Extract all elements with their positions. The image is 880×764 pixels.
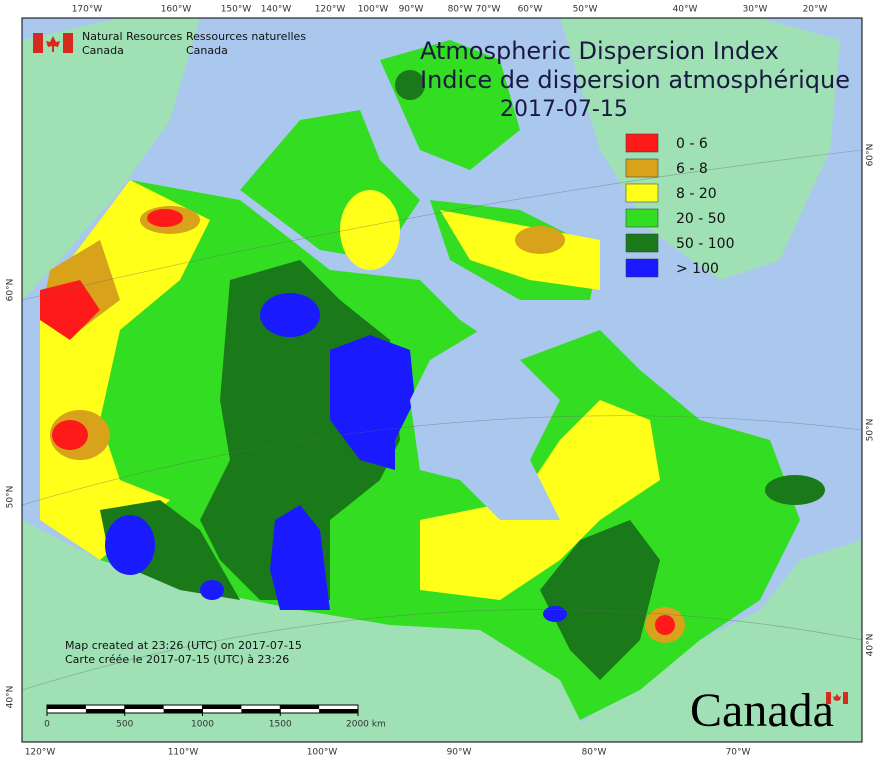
zone <box>340 190 400 270</box>
lon-label: 50°W <box>573 5 598 15</box>
scale-label: 1000 <box>191 720 214 730</box>
credit: Map created at 23:26 (UTC) on 2017-07-15 <box>65 639 302 652</box>
lon-label: 140°W <box>261 5 292 15</box>
scale-label: 500 <box>116 720 133 730</box>
zone <box>147 209 183 227</box>
scale-segment <box>163 709 203 713</box>
legend-label: > 100 <box>676 261 719 277</box>
lon-label: 120°W <box>315 5 346 15</box>
lon-label: 110°W <box>168 748 199 758</box>
zone <box>40 280 100 340</box>
scale-segment <box>124 705 164 709</box>
agency-text: Canada <box>186 44 228 57</box>
lon-label: 60°W <box>518 5 543 15</box>
scale-segment <box>47 705 86 709</box>
lon-label: 90°W <box>399 5 424 15</box>
zone <box>260 293 320 337</box>
wordmark: Canada <box>690 684 834 737</box>
zone <box>270 505 330 610</box>
zone <box>105 515 155 575</box>
lat-label: 60°N <box>866 144 876 167</box>
lon-label: 100°W <box>358 5 389 15</box>
zone <box>395 70 425 100</box>
wordmark-flag <box>826 692 848 704</box>
lon-label: 100°W <box>307 748 338 758</box>
agency-text: Canada <box>82 44 124 57</box>
lat-label: 40°N <box>6 686 16 709</box>
legend-label: 20 - 50 <box>676 211 726 227</box>
lon-label: 150°W <box>221 5 252 15</box>
agency-text: Natural Resources <box>82 30 183 43</box>
lat-label: 50°N <box>6 486 16 509</box>
scale-label: 0 <box>44 720 50 730</box>
date: 2017-07-15 <box>500 97 628 122</box>
zone <box>543 606 567 622</box>
zone <box>515 226 565 254</box>
lat-label: 40°N <box>866 634 876 657</box>
scale-segment <box>319 709 358 713</box>
legend-swatch <box>625 208 659 228</box>
lon-label: 90°W <box>447 748 472 758</box>
legend-label: 6 - 8 <box>676 161 708 177</box>
lon-label: 20°W <box>803 5 828 15</box>
credit: Carte créée le 2017-07-15 (UTC) à 23:26 <box>65 653 289 666</box>
title: Atmospheric Dispersion Index <box>420 37 779 65</box>
hudson-bay <box>410 330 560 520</box>
legend-swatch <box>625 183 659 203</box>
lat-label: 60°N <box>6 279 16 302</box>
land <box>22 18 200 300</box>
zone <box>440 210 600 290</box>
lon-label: 80°W <box>582 748 607 758</box>
lon-label: 170°W <box>72 5 103 15</box>
scale-segment <box>202 705 242 709</box>
legend-label: 8 - 20 <box>676 186 717 202</box>
legend-swatch <box>625 233 659 253</box>
lon-label: 120°W <box>25 748 56 758</box>
legend-label: 50 - 100 <box>676 236 735 252</box>
zone <box>655 615 675 635</box>
scale-segment <box>280 705 320 709</box>
scale-label: 2000 km <box>346 720 386 730</box>
zone <box>200 580 224 600</box>
zone <box>540 520 660 680</box>
lon-label: 70°W <box>476 5 501 15</box>
frame <box>21 17 863 743</box>
lon-label: 40°W <box>673 5 698 15</box>
lat-label: 50°N <box>866 419 876 442</box>
lon-label: 30°W <box>743 5 768 15</box>
legend-swatch <box>625 133 659 153</box>
lon-label: 80°W <box>448 5 473 15</box>
lon-label: 160°W <box>161 5 192 15</box>
scale-label: 1500 <box>269 720 292 730</box>
scale-segment <box>241 709 281 713</box>
legend-label: 0 - 6 <box>676 136 708 152</box>
flag <box>33 33 73 53</box>
legend-swatch <box>625 158 659 178</box>
zone <box>52 420 88 450</box>
zone <box>765 475 825 505</box>
legend-swatch <box>625 258 659 278</box>
scale-segment <box>85 709 125 713</box>
greenland <box>560 18 840 280</box>
lon-label: 70°W <box>726 748 751 758</box>
zone <box>330 335 415 470</box>
land <box>22 520 600 742</box>
agency-text: Ressources naturelles <box>186 30 306 43</box>
graticule <box>21 149 863 691</box>
title-fr: Indice de dispersion atmosphérique <box>420 66 850 94</box>
